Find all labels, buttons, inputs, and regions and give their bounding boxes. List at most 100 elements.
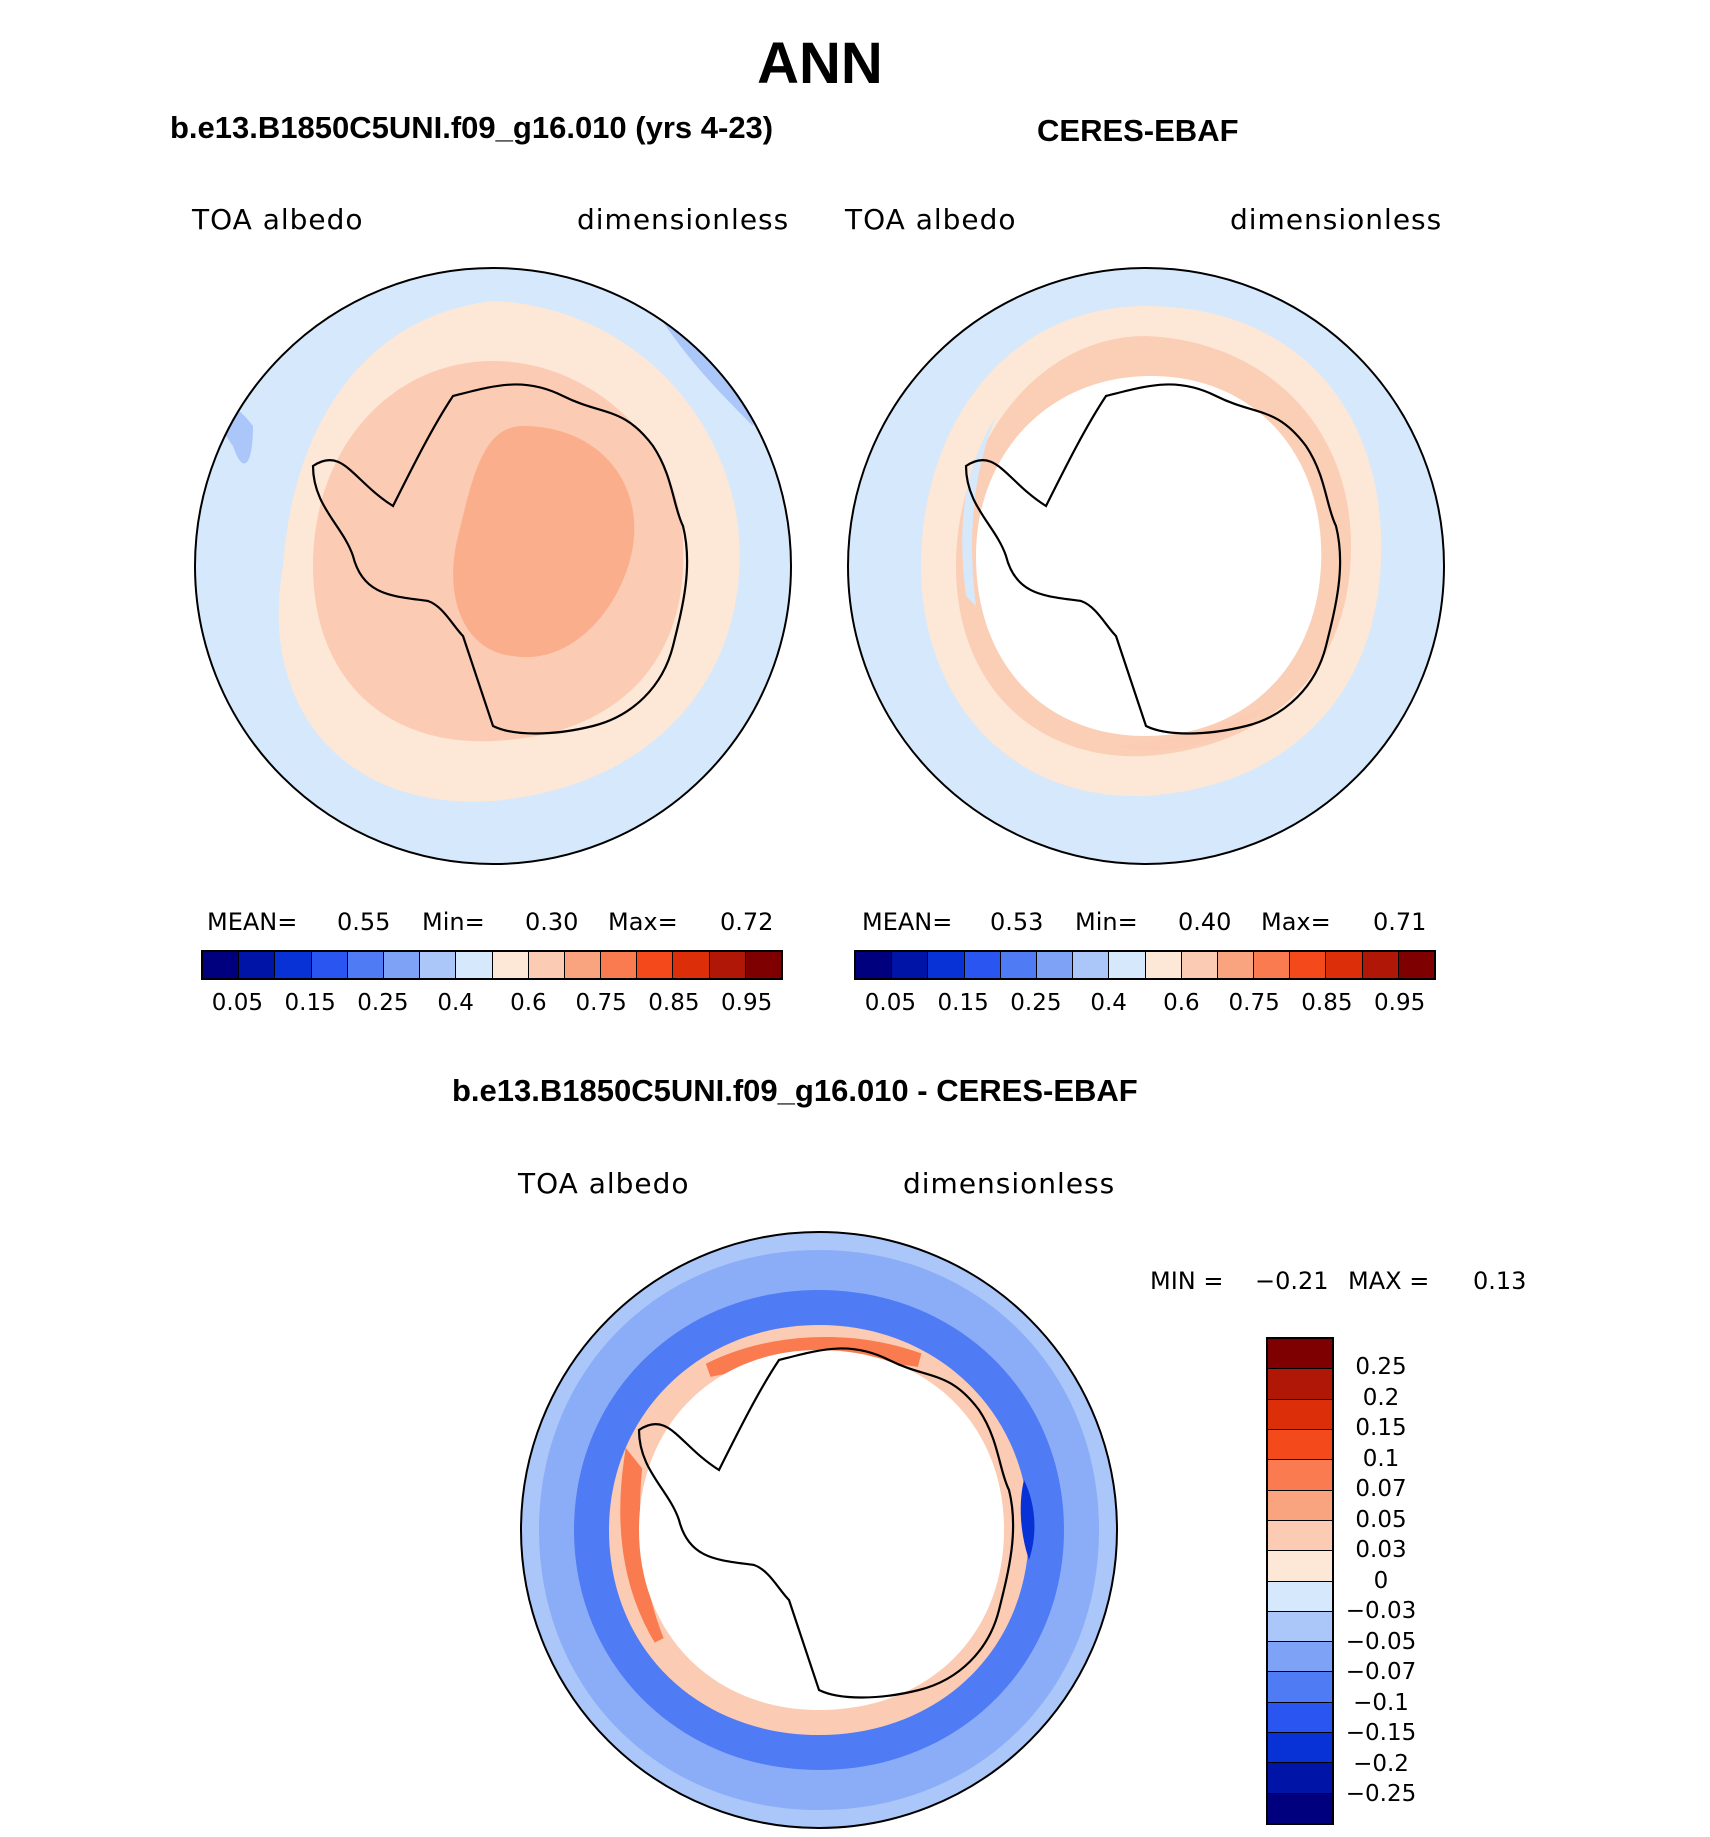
colorbar-swatch [1268,1368,1332,1399]
colorbar-swatch [564,952,602,978]
colorbar-swatch [1268,1580,1332,1611]
panel1-colorbar [201,950,783,980]
colorbar-tick-label: −0.05 [1345,1628,1417,1655]
colorbar-swatch [1254,952,1291,978]
panel1-polar-map [194,267,792,865]
colorbar-swatch [964,952,1001,978]
panel1-variable: TOA albedo [192,203,364,236]
plateau-high-albedo [453,426,635,658]
colorbar-swatch [1268,1762,1332,1793]
antarctica-coastline [311,383,689,735]
colorbar-swatch [239,952,276,978]
panel2-units: dimensionless [1230,203,1443,236]
colorbar-swatch [275,952,312,978]
colorbar-swatch [383,952,421,978]
panel3-title: b.e13.B1850C5UNI.f09_g16.010 - CERES-EBA… [452,1073,1138,1108]
colorbar-swatch [1181,952,1218,978]
colorbar-tick-label: 0.1 [1362,1445,1400,1472]
colorbar-swatch [347,952,384,978]
panel1-min-label: Min= [422,908,485,936]
colorbar-tick-label: 0.85 [648,990,700,1016]
panel2-variable: TOA albedo [845,203,1017,236]
colorbar-swatch [892,952,929,978]
colorbar-swatch [637,952,674,978]
colorbar-tick-label: 0.05 [1355,1506,1407,1533]
colorbar-swatch [1268,1428,1332,1460]
colorbar-tick-label: 0.85 [1301,990,1353,1016]
colorbar-swatch [1268,1701,1332,1733]
panel3-max-label: MAX = [1348,1267,1430,1295]
colorbar-swatch [1145,952,1182,978]
colorbar-swatch [1000,952,1037,978]
panel2-mean-value: 0.53 [990,908,1044,936]
colorbar-swatch [492,952,529,978]
colorbar-tick-label: 0.03 [1355,1537,1407,1563]
colorbar-tick-label: −0.25 [1345,1781,1417,1807]
colorbar-swatch [1268,1459,1332,1490]
colorbar-tick-label: 0.2 [1362,1384,1400,1411]
missing-data-hole [639,1350,1004,1710]
panel2-polar-map [847,267,1445,865]
colorbar-swatch [1268,1792,1332,1823]
colorbar-tick-label: 0.4 [437,990,474,1016]
colorbar-swatch [1268,1610,1332,1642]
missing-data-hole [976,376,1322,736]
colorbar-swatch [1073,952,1110,978]
panel1-mean-value: 0.55 [337,908,391,936]
colorbar-swatch [673,952,710,978]
panel2-min-label: Min= [1075,908,1138,936]
colorbar-swatch [1268,1732,1332,1763]
colorbar-tick-label: 0.4 [1090,990,1127,1016]
panel3-variable: TOA albedo [518,1167,690,1200]
colorbar-swatch [1268,1641,1332,1672]
colorbar-tick-label: 0.6 [510,990,547,1016]
antarctica-coastline [637,1347,1015,1699]
colorbar-swatch [1398,952,1434,978]
colorbar-tick-label: 0.15 [284,990,336,1016]
colorbar-swatch [745,952,781,978]
panel3-colorbar-ticks: 0.25 0.2 0.15 0.1 0.07 0.05 0.03 0 −0.03 −0.05 −0.… [1336,1352,1426,1810]
colorbar-tick-label: 0 [1373,1567,1389,1594]
colorbar-swatch [856,952,893,978]
colorbar-swatch [311,952,348,978]
colorbar-swatch [1217,952,1255,978]
panel2-colorbar [854,950,1436,980]
colorbar-swatch [1036,952,1074,978]
colorbar-swatch [528,952,565,978]
colorbar-swatch [709,952,746,978]
colorbar-tick-label: 0.05 [211,990,263,1016]
panel3-polar-map [520,1231,1118,1829]
colorbar-swatch [928,952,965,978]
colorbar-swatch [1268,1489,1332,1520]
colorbar-tick-label: 0.07 [1355,1476,1407,1502]
colorbar-tick-label: 0.75 [1228,990,1280,1016]
panel1-max-label: Max= [608,908,678,936]
colorbar-swatch [1290,952,1327,978]
panel3-min-label: MIN = [1150,1267,1224,1295]
colorbar-swatch [203,952,240,978]
panel2-mean-label: MEAN= [862,908,953,936]
panel2-max-value: 0.71 [1373,908,1427,936]
colorbar-tick-label: 0.75 [575,990,627,1016]
panel1-max-value: 0.72 [720,908,774,936]
colorbar-swatch [1268,1519,1332,1551]
figure-title: ANN [757,31,883,96]
colorbar-tick-label: 0.05 [864,990,916,1016]
colorbar-tick-label: 0.15 [1355,1415,1407,1441]
colorbar-tick-label: 0.6 [1163,990,1200,1016]
panel1-mean-label: MEAN= [207,908,298,936]
panel3-colorbar [1266,1337,1334,1825]
colorbar-swatch [1326,952,1363,978]
panel3-units: dimensionless [903,1167,1116,1200]
colorbar-swatch [1268,1671,1332,1702]
colorbar-swatch [1268,1339,1332,1369]
colorbar-swatch [1268,1550,1332,1581]
colorbar-tick-label: −0.1 [1353,1689,1409,1716]
colorbar-tick-label: 0.95 [1374,990,1426,1016]
panel1-units: dimensionless [577,203,790,236]
colorbar-tick-label: 0.25 [1010,990,1062,1016]
antarctica-coastline [964,383,1342,735]
panel3-min-value: −0.21 [1255,1267,1329,1295]
colorbar-tick-label: −0.03 [1345,1598,1417,1624]
colorbar-swatch [1268,1398,1332,1429]
